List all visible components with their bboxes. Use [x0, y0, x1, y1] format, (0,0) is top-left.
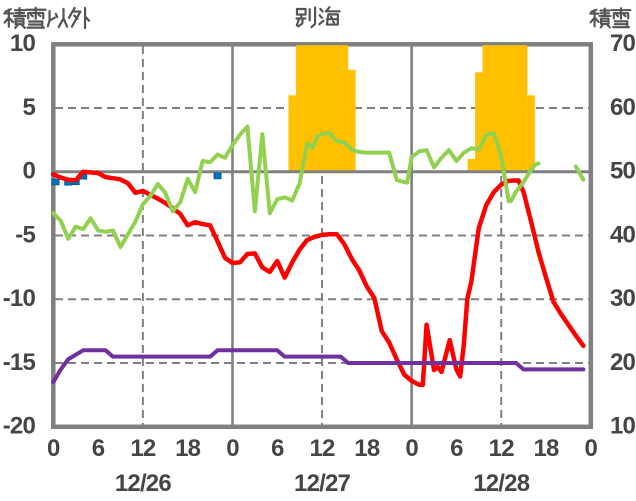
svg-text:6: 6	[92, 435, 105, 462]
svg-text:10: 10	[10, 30, 36, 57]
svg-text:5: 5	[22, 94, 35, 121]
svg-text:-5: -5	[15, 222, 35, 249]
svg-text:60: 60	[610, 94, 636, 121]
svg-text:12: 12	[130, 435, 156, 462]
svg-text:12/26: 12/26	[115, 470, 172, 497]
svg-text:30: 30	[610, 285, 636, 312]
svg-text:12: 12	[489, 435, 515, 462]
svg-text:18: 18	[533, 435, 559, 462]
svg-text:12/27: 12/27	[294, 470, 351, 497]
svg-text:10: 10	[610, 413, 636, 440]
svg-text:6: 6	[271, 435, 284, 462]
svg-text:50: 50	[610, 158, 636, 185]
svg-text:70: 70	[610, 30, 636, 57]
svg-text:18: 18	[175, 435, 201, 462]
svg-text:-15: -15	[3, 349, 36, 376]
svg-text:0: 0	[226, 435, 239, 462]
svg-text:40: 40	[610, 222, 636, 249]
svg-text:0: 0	[585, 435, 598, 462]
svg-text:0: 0	[47, 435, 60, 462]
svg-text:-20: -20	[3, 413, 36, 440]
svg-text:0: 0	[405, 435, 418, 462]
svg-text:-10: -10	[3, 285, 36, 312]
svg-text:6: 6	[450, 435, 463, 462]
svg-text:0: 0	[22, 158, 35, 185]
svg-text:20: 20	[610, 349, 636, 376]
svg-text:12: 12	[309, 435, 335, 462]
svg-text:12/28: 12/28	[473, 470, 530, 497]
svg-text:18: 18	[354, 435, 380, 462]
